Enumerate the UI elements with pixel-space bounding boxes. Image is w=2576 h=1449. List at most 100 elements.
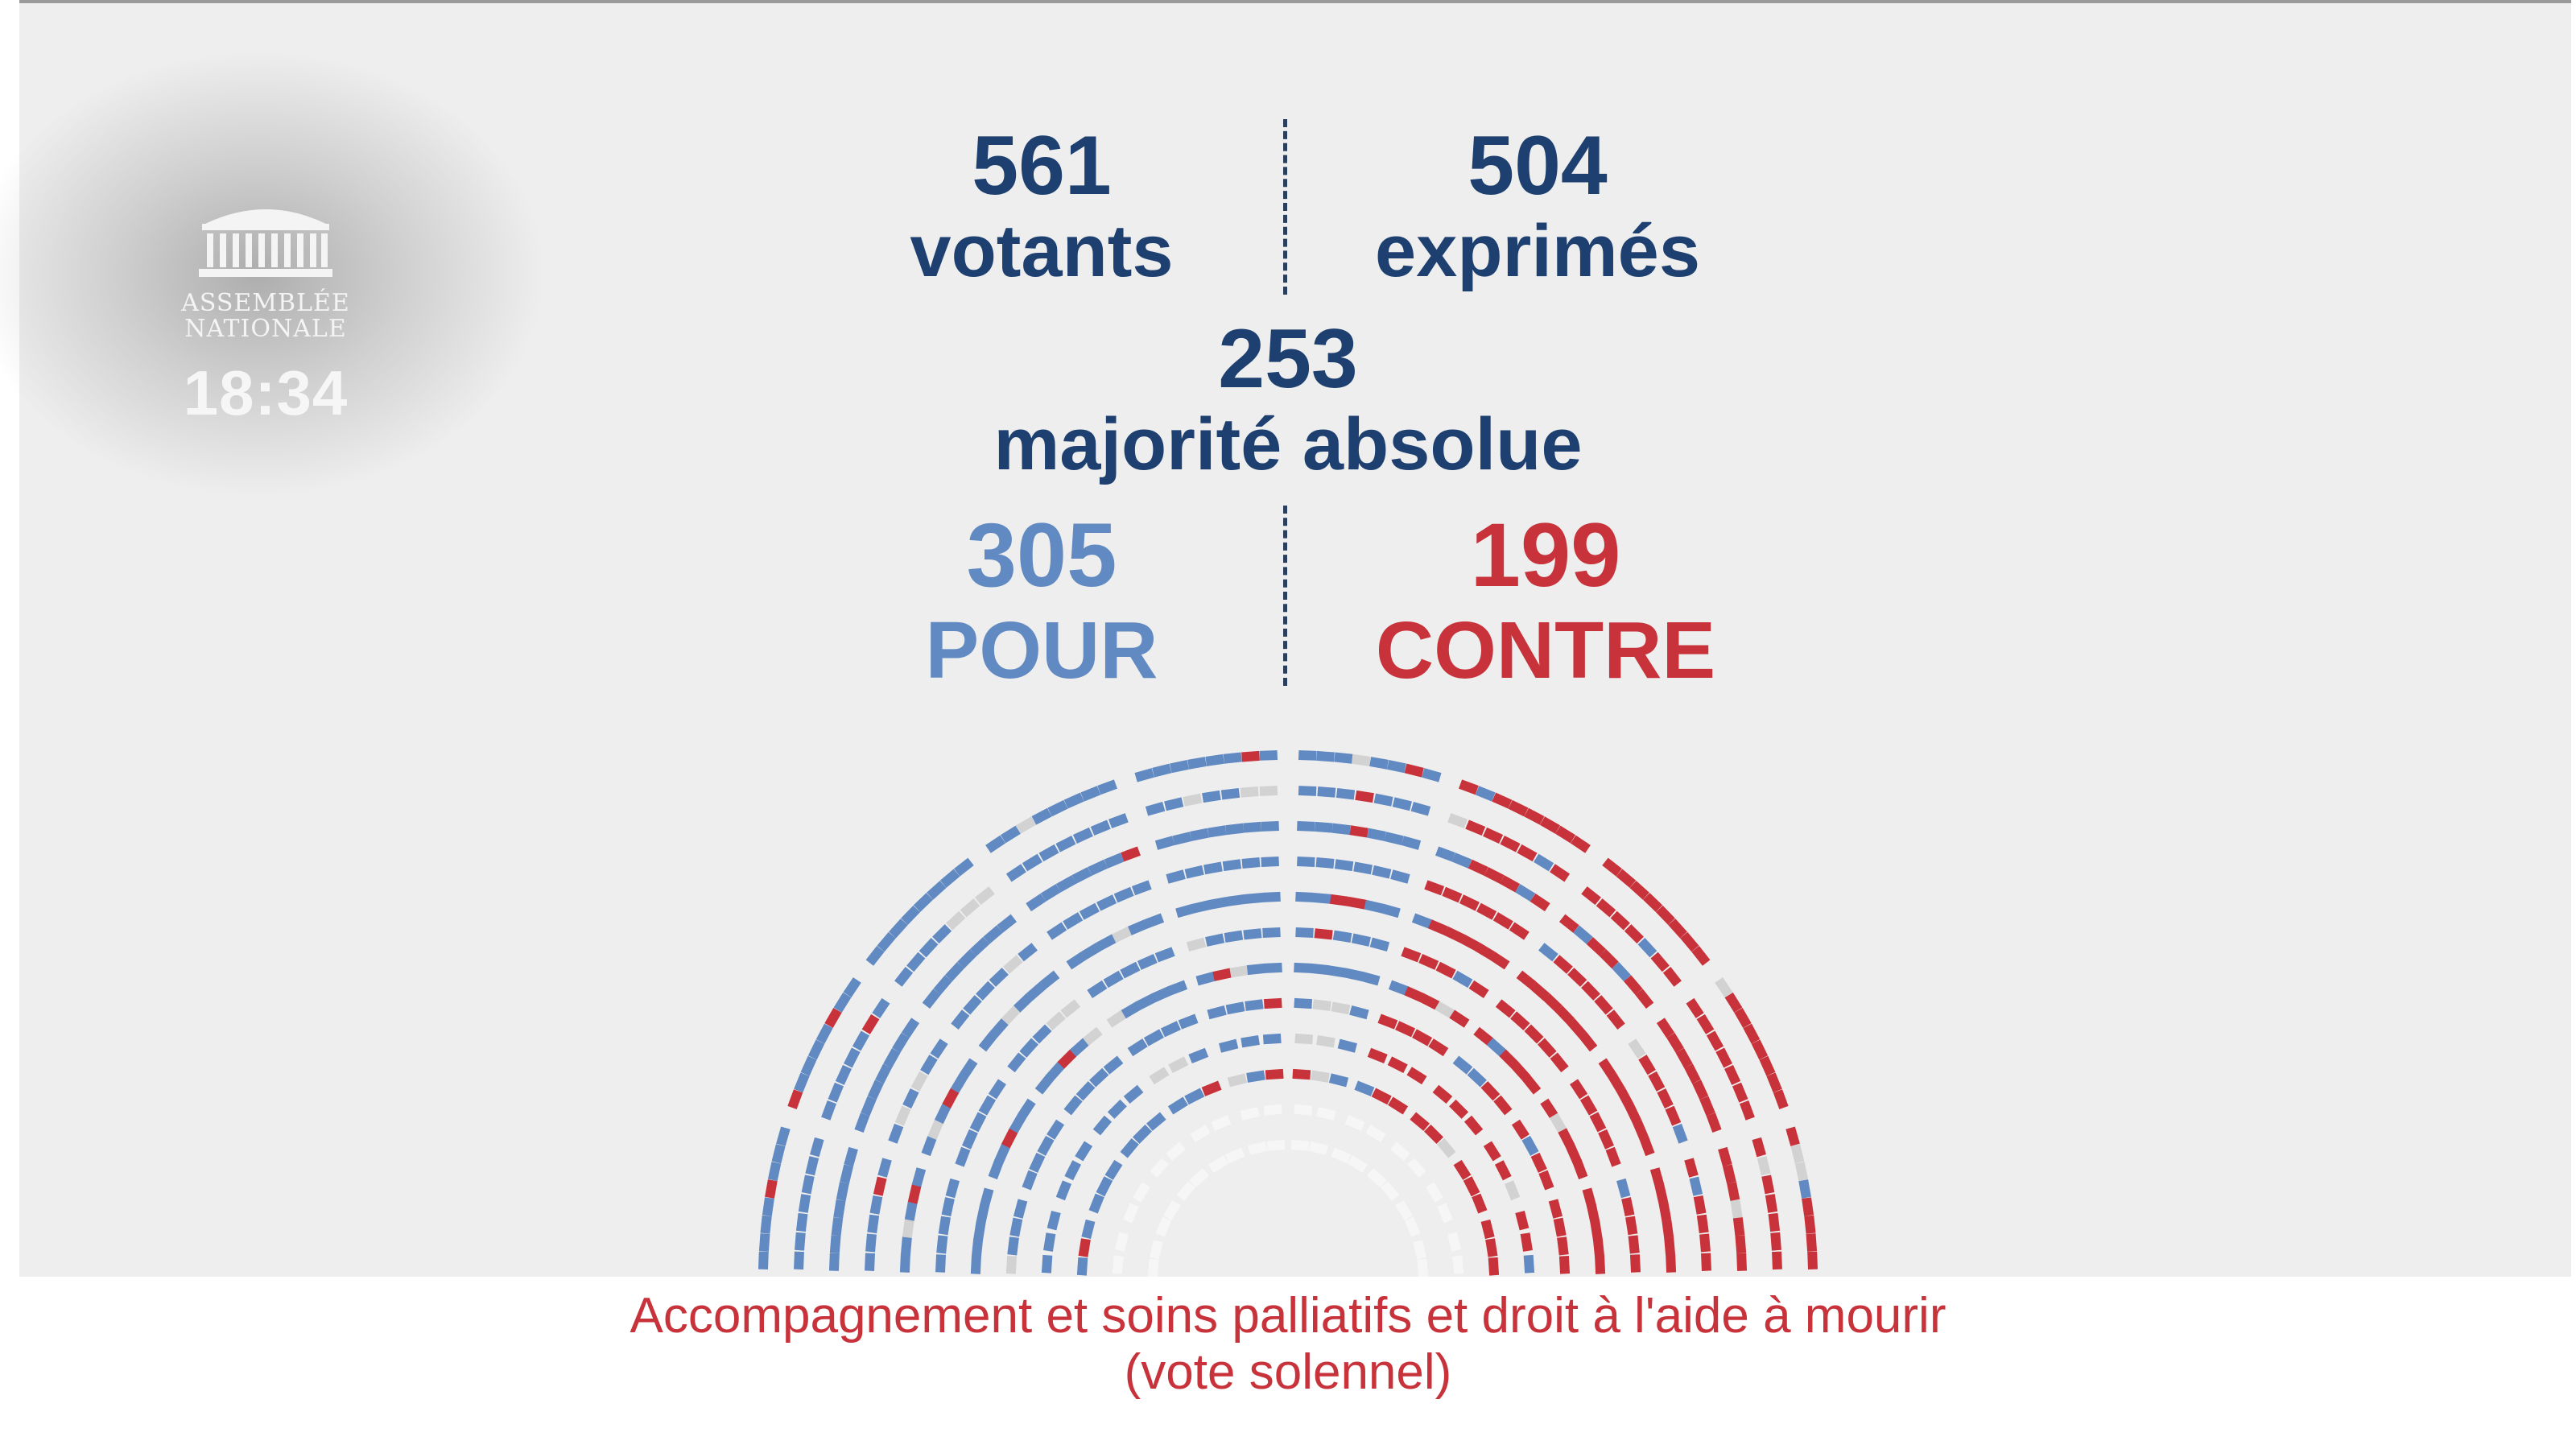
seat-274 bbox=[1263, 1104, 1282, 1116]
seat-232 bbox=[1134, 768, 1154, 782]
seat-572 bbox=[1558, 1255, 1571, 1274]
seat-170 bbox=[1018, 943, 1038, 962]
seat-90 bbox=[815, 1023, 833, 1044]
seat-536 bbox=[1447, 1232, 1461, 1252]
seat-294 bbox=[1297, 857, 1315, 867]
seat-184 bbox=[1000, 825, 1021, 844]
votants-value: 561 bbox=[972, 119, 1112, 213]
seat-96 bbox=[824, 1007, 842, 1029]
majorite-value: 253 bbox=[1218, 312, 1358, 406]
seat-17 bbox=[971, 1238, 984, 1257]
seat-487 bbox=[1616, 1088, 1634, 1108]
seat-103 bbox=[892, 1032, 910, 1053]
seat-210 bbox=[1088, 859, 1108, 876]
logo-name: ASSEMBLÉE NATIONALE bbox=[181, 289, 350, 343]
seat-267 bbox=[1245, 999, 1264, 1011]
seat-71 bbox=[1155, 1216, 1172, 1237]
seat-506 bbox=[1437, 1203, 1453, 1224]
seat-237 bbox=[1195, 972, 1216, 986]
seat-62 bbox=[888, 1123, 904, 1144]
seat-124 bbox=[1120, 1138, 1139, 1158]
seat-33 bbox=[904, 1201, 918, 1221]
seat-138 bbox=[1075, 1081, 1096, 1101]
vote-caption: Accompagnement et soins palliatifs et dr… bbox=[0, 1288, 2576, 1401]
seat-83 bbox=[807, 1039, 825, 1060]
seat-324 bbox=[1353, 861, 1373, 875]
seat-553 bbox=[1765, 1194, 1778, 1213]
contre-stat: 199 CONTRE bbox=[1296, 507, 1795, 697]
seat-120 bbox=[951, 1009, 970, 1030]
seat-322 bbox=[1369, 757, 1389, 770]
seat-255 bbox=[1209, 896, 1229, 910]
seat-418 bbox=[1596, 898, 1616, 918]
seat-157 bbox=[1189, 1168, 1209, 1188]
seat-125 bbox=[1092, 1115, 1113, 1136]
seat-204 bbox=[1071, 867, 1092, 884]
seat-484 bbox=[1675, 1047, 1693, 1069]
seat-439 bbox=[1555, 1005, 1575, 1026]
seat-456 bbox=[1493, 1095, 1513, 1116]
seat-34 bbox=[869, 1195, 883, 1215]
seat-108 bbox=[1046, 1119, 1065, 1140]
seat-161 bbox=[983, 925, 1003, 944]
seat-448 bbox=[1407, 1158, 1426, 1178]
seat-38 bbox=[767, 1162, 782, 1182]
seat-519 bbox=[1706, 1113, 1722, 1133]
seat-167 bbox=[1082, 1026, 1103, 1046]
seat-26 bbox=[1078, 1238, 1091, 1257]
seat-219 bbox=[1104, 852, 1125, 869]
seat-526 bbox=[1684, 1158, 1699, 1178]
seat-30 bbox=[833, 1199, 846, 1219]
seat-130 bbox=[1150, 1158, 1169, 1178]
seat-314 bbox=[1334, 859, 1354, 872]
seat-101 bbox=[950, 1072, 968, 1093]
seat-185 bbox=[1040, 884, 1061, 902]
seat-299 bbox=[1294, 1033, 1314, 1045]
seat-278 bbox=[1240, 786, 1259, 798]
seat-5 bbox=[970, 1256, 981, 1274]
seat-538 bbox=[1689, 1176, 1703, 1196]
seat-139 bbox=[1001, 1005, 1021, 1026]
seat-546 bbox=[1693, 1195, 1707, 1215]
seat-20 bbox=[831, 1217, 844, 1236]
seat-54 bbox=[877, 1158, 892, 1178]
seat-144 bbox=[1057, 1049, 1077, 1069]
seat-9 bbox=[1041, 1254, 1053, 1274]
seat-377 bbox=[1435, 961, 1456, 979]
hemicycle-center-aisle bbox=[1286, 720, 1290, 1277]
seat-400 bbox=[1468, 980, 1489, 998]
seat-423 bbox=[1486, 1038, 1507, 1057]
seat-50 bbox=[1013, 1199, 1028, 1219]
seat-240 bbox=[1227, 1073, 1248, 1088]
seat-427 bbox=[1610, 910, 1630, 931]
seat-264 bbox=[1205, 753, 1224, 766]
seat-365 bbox=[1404, 986, 1425, 1003]
seat-480 bbox=[1638, 1055, 1656, 1075]
seat-286 bbox=[1261, 857, 1279, 867]
seat-302 bbox=[1317, 786, 1336, 798]
seat-180 bbox=[1087, 980, 1108, 998]
seat-530 bbox=[1480, 1219, 1495, 1240]
seat-291 bbox=[1297, 820, 1315, 832]
seat-574 bbox=[1629, 1254, 1641, 1273]
seat-266 bbox=[1222, 859, 1242, 872]
seat-7 bbox=[1005, 1255, 1018, 1274]
seat-469 bbox=[1540, 1098, 1558, 1119]
seat-59 bbox=[854, 1113, 870, 1133]
seat-11 bbox=[829, 1235, 841, 1254]
seat-455 bbox=[1463, 1115, 1484, 1136]
seat-146 bbox=[957, 949, 977, 969]
seat-380 bbox=[1524, 807, 1545, 825]
seat-205 bbox=[1055, 835, 1076, 852]
seat-388 bbox=[1452, 970, 1473, 989]
seat-564 bbox=[1452, 1255, 1464, 1274]
seat-293 bbox=[1295, 891, 1314, 902]
seat-576 bbox=[1701, 1253, 1711, 1271]
seat-113 bbox=[901, 1018, 920, 1038]
seat-275 bbox=[1245, 892, 1264, 904]
seat-337 bbox=[1404, 763, 1424, 778]
seat-4 bbox=[865, 1253, 875, 1271]
seat-165 bbox=[1123, 1084, 1144, 1104]
seat-407 bbox=[1558, 914, 1579, 933]
seat-251 bbox=[1170, 759, 1190, 774]
